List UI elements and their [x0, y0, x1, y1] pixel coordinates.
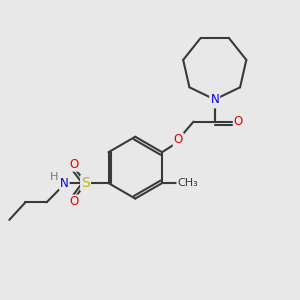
Text: S: S [81, 176, 90, 190]
Text: O: O [70, 196, 79, 208]
Text: CH₃: CH₃ [177, 178, 198, 188]
Text: O: O [174, 133, 183, 146]
Text: N: N [210, 93, 219, 106]
Text: N: N [60, 177, 69, 190]
Text: H: H [50, 172, 58, 182]
Text: O: O [234, 115, 243, 128]
Text: N: N [210, 94, 219, 107]
Text: O: O [70, 158, 79, 171]
